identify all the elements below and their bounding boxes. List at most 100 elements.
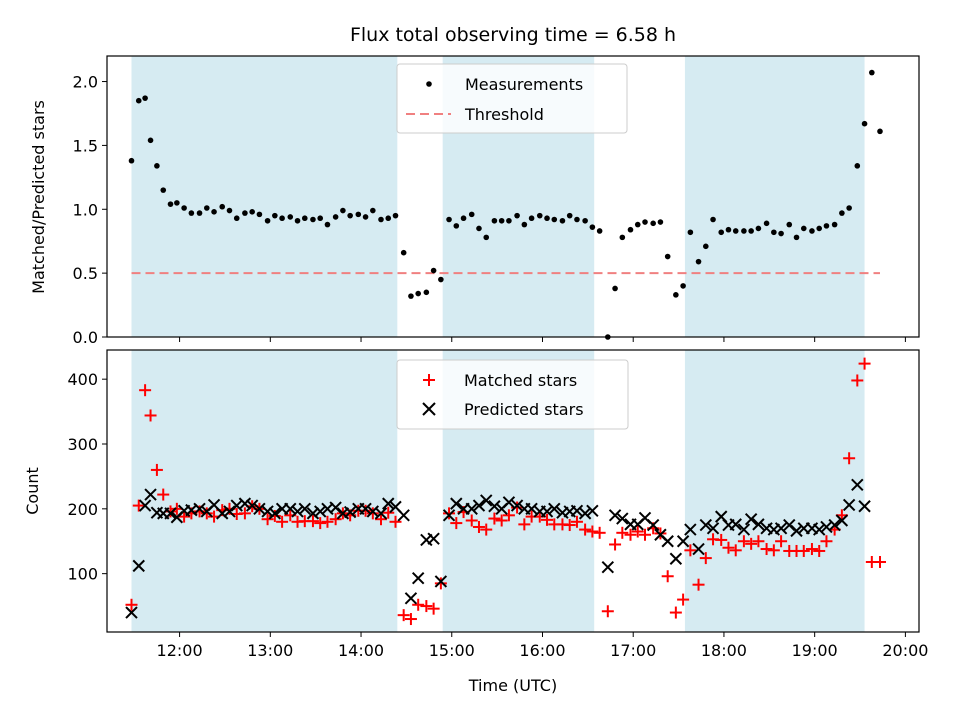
matched-star-point xyxy=(722,541,735,554)
matched-star-point xyxy=(389,515,402,528)
measurement-point xyxy=(732,228,739,234)
matched-star-point xyxy=(374,513,387,526)
measurement-point xyxy=(174,200,180,206)
predicted-star-point xyxy=(699,518,713,532)
predicted-star-point xyxy=(223,505,236,518)
matched-star-point xyxy=(631,525,644,538)
predicted-star-point xyxy=(586,504,599,517)
matched-star-point xyxy=(450,517,463,530)
x-tick-label: 18:00 xyxy=(701,641,747,660)
bottom-panel-legend: Matched stars Predicted stars xyxy=(396,359,629,430)
measurement-point xyxy=(135,97,142,104)
matched-star-point xyxy=(139,384,152,397)
measurement-point xyxy=(506,217,512,224)
predicted-star-point xyxy=(706,522,720,535)
top-legend-frame xyxy=(396,63,628,134)
matched-star-point xyxy=(404,613,417,626)
y-tick-label: 400 xyxy=(67,370,98,389)
matched-star-point xyxy=(178,510,191,523)
matched-star-point xyxy=(541,513,554,526)
measurement-point xyxy=(491,217,498,224)
measurement-point xyxy=(800,225,807,232)
measurement-point xyxy=(423,289,430,296)
predicted-star-point xyxy=(540,505,554,518)
measurement-point xyxy=(566,212,573,219)
predicted-star-point xyxy=(442,509,456,522)
predicted-star-point xyxy=(298,502,311,516)
matched-star-point xyxy=(715,533,728,546)
measurement-point xyxy=(287,214,294,220)
matched-star-point xyxy=(775,535,788,548)
predicted-star-point xyxy=(216,507,229,520)
measurement-point xyxy=(589,224,596,230)
matched-star-point xyxy=(616,526,629,539)
matched-star-point xyxy=(851,374,864,387)
y-tick-label: 2.0 xyxy=(73,73,98,92)
matched-star-point xyxy=(858,357,871,370)
legend-label-measurements: Measurements xyxy=(465,75,583,94)
matched-star-point xyxy=(797,544,810,557)
y-tick-label: 200 xyxy=(67,500,98,519)
matched-star-point xyxy=(729,544,742,557)
matched-star-point xyxy=(843,452,856,465)
predicted-star-point xyxy=(510,499,524,512)
top-panel-legend: Measurements Threshold xyxy=(396,63,628,134)
predicted-star-point xyxy=(359,502,372,516)
matched-star-point xyxy=(563,519,576,532)
matched-star-point xyxy=(820,535,833,548)
measurement-point xyxy=(718,229,725,236)
matched-star-point xyxy=(609,538,622,551)
chart-title: Flux total observing time = 6.58 h xyxy=(350,24,676,46)
measurement-point xyxy=(249,209,255,215)
predicted-star-point xyxy=(284,502,297,516)
measurement-point xyxy=(430,267,437,274)
matched-star-point xyxy=(276,515,289,528)
measurement-point xyxy=(596,228,603,234)
measurement-point xyxy=(786,221,793,228)
measurement-point xyxy=(400,249,407,256)
matched-star-point xyxy=(579,523,592,536)
matched-star-point xyxy=(488,512,501,525)
predicted-star-point xyxy=(125,606,138,619)
matched-star-point xyxy=(692,578,705,591)
measurement-point xyxy=(816,225,823,232)
measurement-point xyxy=(809,228,815,234)
measurement-point xyxy=(536,212,543,219)
measurement-point xyxy=(347,212,353,219)
measurement-point xyxy=(317,215,324,222)
x-tick-label: 15:00 xyxy=(429,641,475,660)
predicted-star-point xyxy=(245,499,259,512)
shaded-interval xyxy=(131,56,398,337)
measurement-point xyxy=(861,120,868,127)
measurements-points xyxy=(128,69,883,340)
predicted-star-point xyxy=(404,592,418,605)
measurement-point xyxy=(340,207,346,214)
legend-label-matched-stars: Matched stars xyxy=(464,371,577,390)
matched-star-point xyxy=(472,520,485,533)
predicted-star-point xyxy=(676,535,690,548)
measurement-point xyxy=(755,225,762,232)
predicted-star-point xyxy=(783,518,796,532)
predicted-star-point xyxy=(525,502,538,516)
measurement-point xyxy=(324,221,331,228)
y-tick-label: 1.5 xyxy=(73,136,98,155)
measurement-point xyxy=(634,221,641,228)
measurement-point xyxy=(272,212,278,219)
measurement-point xyxy=(128,157,135,164)
predicted-star-point xyxy=(692,542,705,556)
top-panel-x-ticks xyxy=(179,337,906,342)
predicted-star-point xyxy=(812,523,826,536)
predicted-star-point xyxy=(450,497,463,510)
measurement-point xyxy=(385,215,392,222)
measurement-point xyxy=(181,205,187,211)
measurement-point xyxy=(582,217,588,224)
matched-star-point xyxy=(699,552,712,565)
legend-marker-predicted-stars xyxy=(422,402,436,416)
y-tick-label: 300 xyxy=(67,435,98,454)
matched-star-point xyxy=(518,518,531,531)
predicted-star-point xyxy=(238,497,252,510)
predicted-star-point xyxy=(488,500,501,513)
matched-star-point xyxy=(767,544,780,557)
measurement-point xyxy=(370,207,376,214)
top-panel-frame xyxy=(106,55,920,338)
